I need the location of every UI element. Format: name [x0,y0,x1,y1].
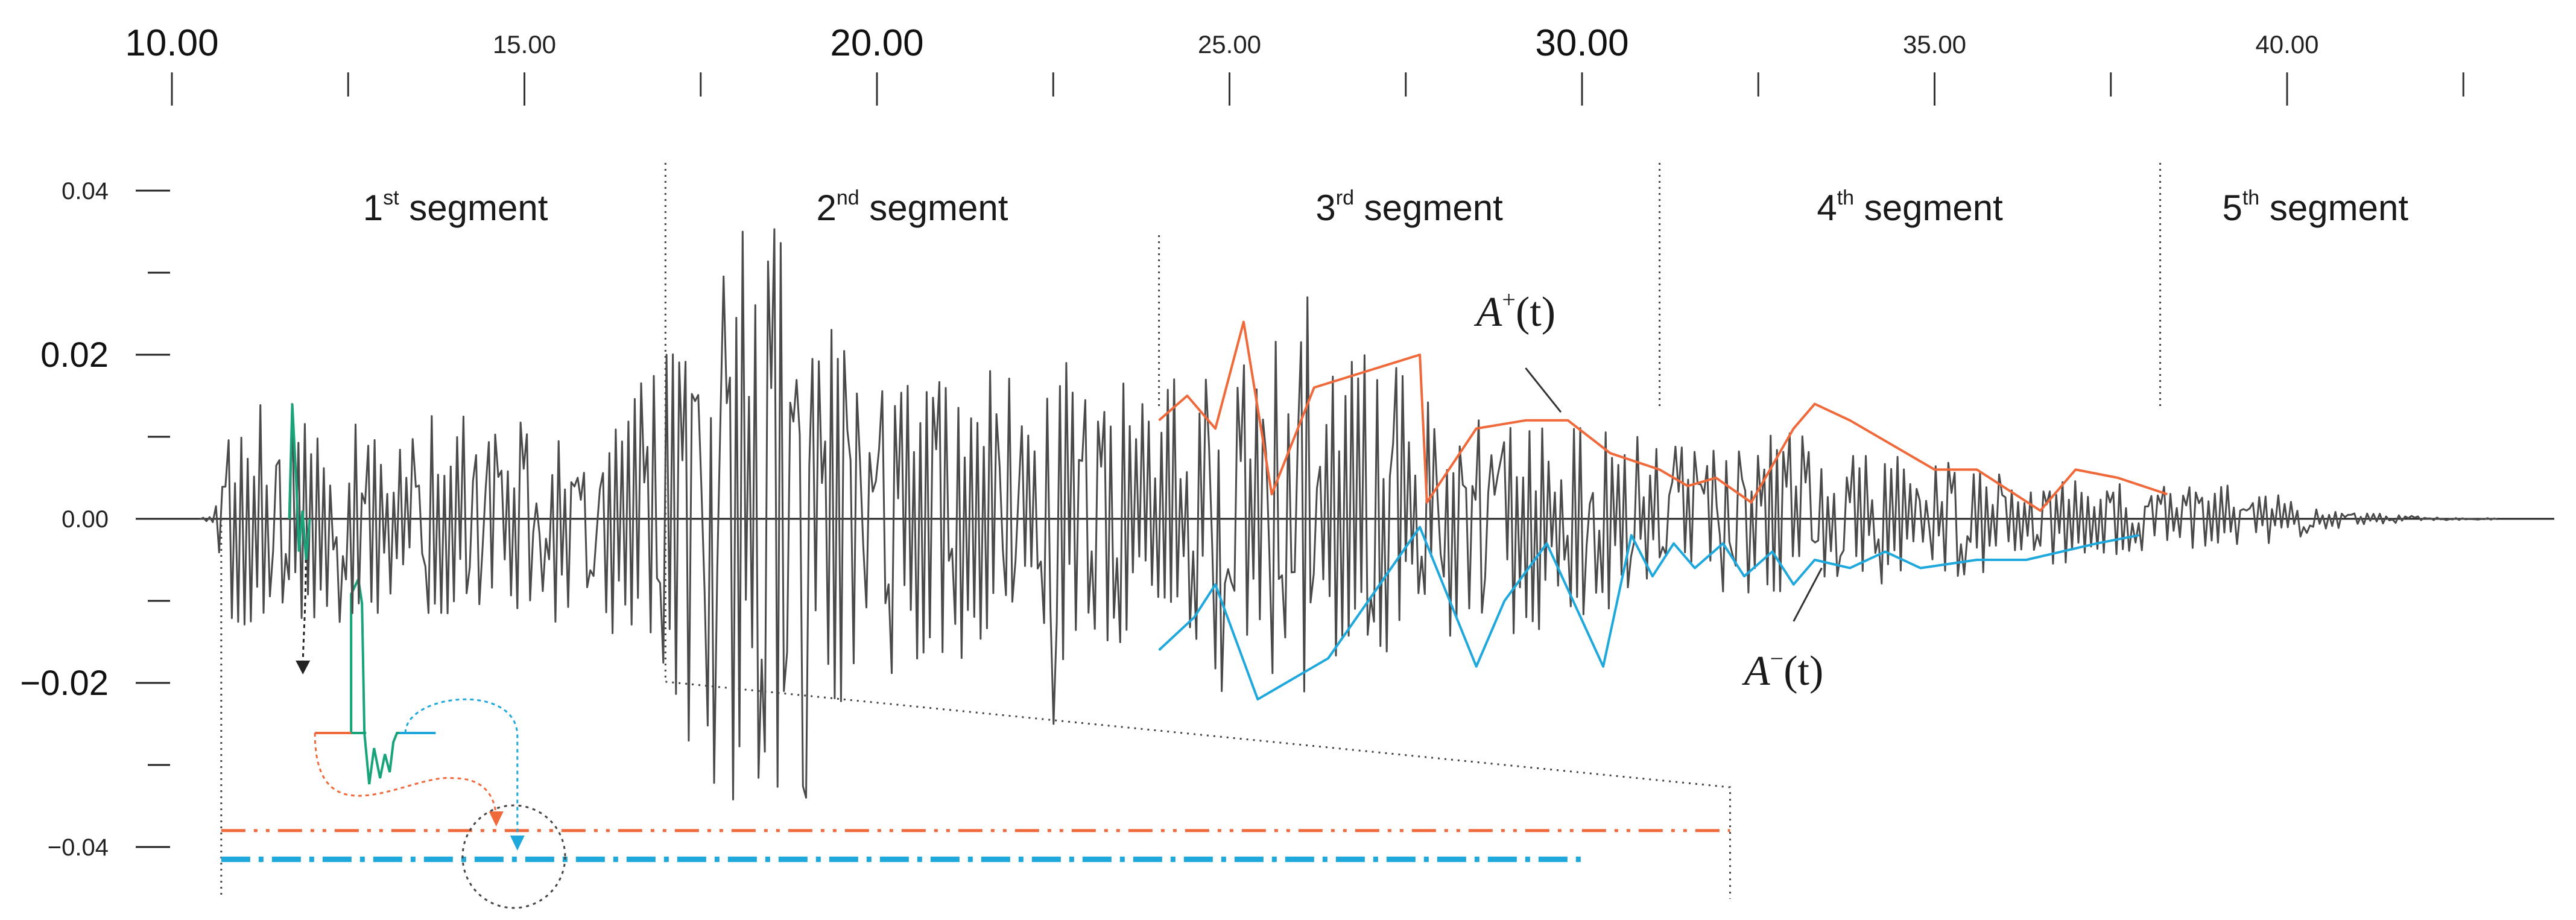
segment-ordinal-suffix: th [1837,186,1854,209]
segment-label-1: 1st segment [363,186,548,228]
inset-illustration [221,551,1731,909]
x-tick-label-0: 10.00 [125,22,218,64]
lower-envelope-label: A−(t) [1742,645,1823,694]
segment-label-2: 2nd segment [816,186,1008,228]
segment-number: 4 [1817,188,1837,228]
x-tick-label-4: 30.00 [1535,22,1628,64]
envelope-argument: (t) [1783,648,1823,694]
series-layer [200,228,2498,801]
upper-label-leader [1525,367,1562,413]
envelope-symbol: A [1474,289,1502,335]
y-tick-label-1: 0.02 [40,335,109,375]
segment-number: 5 [2222,188,2242,228]
x-tick-label-1: 15.00 [493,30,556,59]
segment-label-4: 4th segment [1817,186,2003,228]
segment-number: 1 [363,188,383,228]
lower-sample-arrow-head [510,836,525,851]
magnify-circle [461,804,566,909]
magnified-trace [315,575,436,785]
y-tick-label-3: −0.02 [20,664,109,703]
segment-ordinal-suffix: rd [1336,186,1354,209]
axes-layer: 10.00 15.00 20.00 25.00 30.00 35.00 40.000.040… [20,22,2554,861]
segment-number: 3 [1315,188,1335,228]
segment-word: segment [1854,188,2003,228]
x-tick-label-2: 20.00 [830,22,923,64]
segment-word: segment [399,188,548,228]
upper-sample-arrow [314,732,498,821]
x-tick-label-5: 35.00 [1903,30,1966,59]
y-tick-label-4: −0.04 [48,834,109,861]
segment-ordinal-suffix: st [383,186,399,209]
upper-envelope-label: A+(t) [1474,286,1555,335]
upper-sample-arrow-head [489,811,504,826]
segment-ordinal-suffix: th [2242,186,2259,209]
envelope-sign: + [1502,286,1516,313]
y-tick-label-2: 0.00 [62,506,109,533]
zoom-arrow-head [296,661,311,674]
envelope-symbol: A [1742,648,1770,694]
y-tick-label-0: 0.04 [62,178,109,205]
lower-label-leader [1793,567,1823,622]
envelope-labels-layer: A+(t)A−(t) [1474,286,1824,694]
segment-word: segment [2259,188,2408,228]
acceleration-series [200,228,2498,801]
envelope-sign: − [1770,645,1784,672]
segment-word: segment [859,188,1008,228]
lower-sample-arrow [404,698,519,845]
segment-ordinal-suffix: nd [837,186,859,209]
x-tick-label-3: 25.00 [1198,30,1261,59]
envelope-argument: (t) [1516,289,1555,335]
highlighted-cycle [288,404,311,560]
lower-envelope-line [1158,525,2139,701]
segment-label-5: 5th segment [2222,186,2408,228]
inset-outline [665,680,1731,899]
segment-number: 2 [816,188,836,228]
x-tick-label-6: 40.00 [2255,30,2318,59]
segment-labels-layer: 1st segment 2nd segment 3rd segment 4th seg… [363,186,2409,228]
segment-label-3: 3rd segment [1315,186,1503,228]
upper-envelope-line [1158,320,2168,512]
segment-word: segment [1354,188,1503,228]
